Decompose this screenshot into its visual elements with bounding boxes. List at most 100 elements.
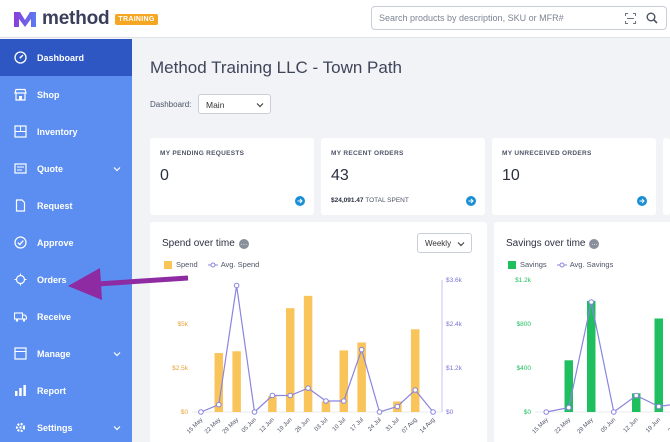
quote-icon	[14, 163, 27, 174]
page-title: Method Training LLC - Town Path	[150, 58, 402, 77]
sidebar: Dashboard Shop Inventory Quote Request A…	[0, 39, 132, 442]
period-select[interactable]: Weekly	[417, 233, 472, 253]
chevron-down-icon	[113, 425, 121, 430]
panel-title: Spend over time…	[162, 238, 249, 249]
chevron-down-icon	[113, 166, 121, 171]
training-badge: TRAINING	[115, 13, 158, 25]
avg-line	[546, 301, 670, 414]
sidebar-item-approve[interactable]: Approve	[0, 224, 132, 261]
avg-point	[269, 392, 276, 399]
sidebar-item-manage[interactable]: Manage	[0, 335, 132, 372]
avg-point	[412, 387, 419, 393]
y-tick-label: $1.2k	[515, 277, 532, 284]
sidebar-item-label: Settings	[37, 422, 73, 433]
sidebar-item-inventory[interactable]: Inventory	[0, 113, 132, 150]
legend-line-icon	[556, 262, 567, 267]
avg-point	[323, 398, 329, 404]
chevron-down-icon	[457, 242, 465, 247]
manage-icon	[14, 347, 27, 360]
y-tick-label-right: $1.2k	[446, 365, 463, 372]
info-icon[interactable]: …	[238, 239, 249, 249]
legend-swatch	[164, 260, 172, 269]
gear-icon	[15, 422, 26, 433]
sidebar-item-settings[interactable]: Settings	[0, 409, 132, 442]
sidebar-item-report[interactable]: Report	[0, 372, 132, 409]
sidebar-item-orders[interactable]: Orders	[0, 261, 132, 298]
legend-savings[interactable]: Savings	[520, 260, 547, 269]
avg-point	[633, 392, 640, 399]
avg-point	[233, 282, 240, 289]
bar	[214, 353, 224, 412]
truck-icon	[14, 312, 27, 322]
orders-icon	[14, 273, 27, 286]
method-logo[interactable]: method TRAINING	[12, 8, 158, 30]
bar	[587, 300, 596, 412]
sidebar-item-label: Request	[37, 200, 73, 211]
legend-spend[interactable]: Spend	[176, 260, 198, 269]
avg-point	[655, 403, 662, 410]
info-icon[interactable]: …	[589, 239, 600, 249]
search-input[interactable]: Search products by description, SKU or M…	[371, 6, 667, 30]
chevron-down-icon	[256, 103, 264, 108]
spend-legend: Spend Avg. Spend	[164, 260, 259, 269]
avg-point	[340, 398, 347, 404]
search-placeholder: Search products by description, SKU or M…	[379, 13, 564, 23]
sidebar-item-label: Manage	[37, 348, 71, 359]
sidebar-item-label: Approve	[37, 237, 74, 248]
card-value: 10	[502, 167, 520, 184]
approve-icon	[14, 236, 27, 249]
avg-point	[358, 346, 365, 353]
arrow-right-icon[interactable]	[637, 196, 647, 206]
shop-icon	[14, 88, 27, 101]
sidebar-item-label: Quote	[37, 163, 63, 174]
recent-orders-card[interactable]: MY RECENT ORDERS 43 $24,091.47 TOTAL SPE…	[321, 138, 485, 215]
total-spent-label: TOTAL SPENT	[365, 197, 409, 204]
legend-swatch	[508, 260, 516, 269]
avg-point	[543, 409, 550, 415]
card-value: 43	[331, 167, 349, 184]
legend-line-icon	[207, 262, 218, 267]
sidebar-item-quote[interactable]: Quote	[0, 150, 132, 187]
dashboard-select[interactable]: Main	[198, 94, 271, 114]
barcode-scan-icon[interactable]	[625, 13, 636, 24]
sidebar-item-receive[interactable]: Receive	[0, 298, 132, 335]
panel-title: Savings over time…	[506, 238, 600, 249]
dashboard-select-value: Main	[206, 100, 225, 110]
avg-line	[200, 285, 434, 414]
sidebar-item-label: Receive	[37, 311, 72, 322]
bar	[564, 360, 573, 412]
unreceived-orders-card[interactable]: MY UNRECEIVED ORDERS 10	[492, 138, 656, 215]
spend-over-time-panel: Spend over time… Weekly Spend Avg. Spend	[150, 222, 487, 442]
bar	[357, 342, 366, 412]
arrow-right-icon[interactable]	[295, 196, 305, 206]
legend-avg-spend[interactable]: Avg. Spend	[220, 260, 260, 269]
arrow-right-icon[interactable]	[466, 196, 476, 206]
avg-point	[430, 409, 436, 415]
sidebar-item-shop[interactable]: Shop	[0, 76, 132, 113]
bar	[632, 393, 641, 412]
savings-over-time-panel: Savings over time… Savings Avg. Savings	[494, 222, 670, 442]
avg-point	[198, 409, 204, 415]
total-spent-amount: $24,091.47	[331, 197, 364, 204]
card-title: MY RECENT ORDERS	[331, 150, 404, 157]
dashboard-icon	[14, 51, 27, 64]
card-value: 0	[160, 167, 169, 184]
avg-point	[565, 404, 572, 411]
search-icon[interactable]	[646, 12, 658, 24]
inventory-icon	[14, 125, 27, 138]
pending-requests-card[interactable]: MY PENDING REQUESTS 0	[150, 138, 314, 215]
top-bar: method TRAINING Search products by descr…	[0, 0, 670, 38]
bar	[410, 329, 420, 412]
bar	[303, 295, 313, 412]
sidebar-item-label: Inventory	[37, 126, 78, 137]
sidebar-item-request[interactable]: Request	[0, 187, 132, 224]
sidebar-item-label: Report	[37, 385, 66, 396]
sidebar-item-label: Shop	[37, 89, 60, 100]
brand-name: method	[42, 8, 110, 29]
sidebar-item-dashboard[interactable]: Dashboard	[0, 39, 132, 76]
bar	[321, 401, 331, 412]
y-tick-label: $800	[517, 321, 532, 328]
method-logo-mark-icon	[14, 12, 36, 27]
legend-avg-savings[interactable]: Avg. Savings	[569, 260, 614, 269]
avg-point	[287, 392, 294, 399]
